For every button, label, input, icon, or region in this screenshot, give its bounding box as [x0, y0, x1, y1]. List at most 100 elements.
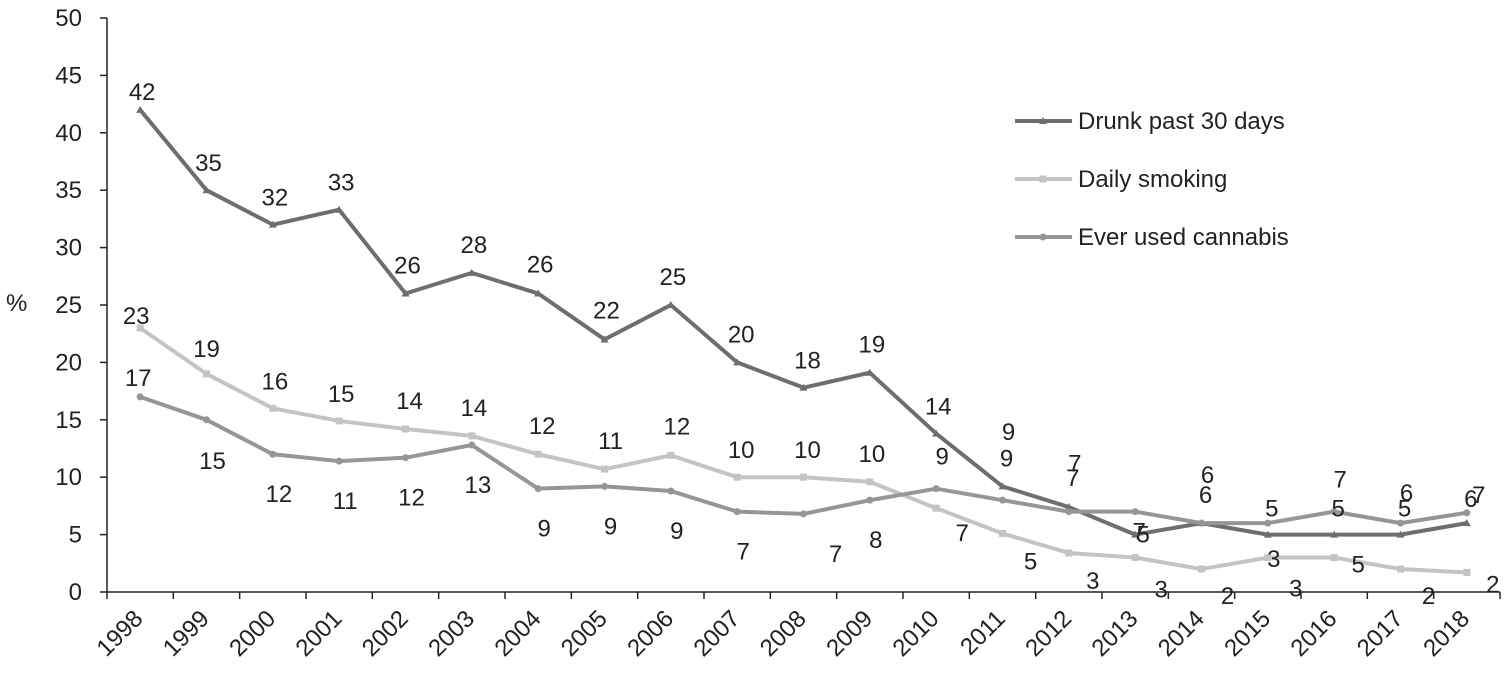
data-point: [1198, 565, 1205, 573]
data-label: 25: [659, 264, 686, 291]
data-label: 6: [1464, 486, 1477, 513]
x-tick-label: 2002: [357, 605, 414, 662]
x-tick-label: 2004: [490, 605, 547, 662]
data-label: 7: [1132, 519, 1145, 546]
x-tick-label: 2009: [821, 605, 878, 662]
data-label: 3: [1289, 576, 1302, 603]
data-label: 9: [537, 516, 550, 543]
data-label: 26: [527, 252, 554, 279]
data-label: 9: [935, 444, 948, 471]
data-label: 19: [193, 336, 220, 363]
data-point: [335, 417, 343, 425]
data-label: 9: [1002, 419, 1015, 446]
y-tick-label: 25: [55, 292, 82, 319]
x-tick-label: 2012: [1020, 605, 1077, 662]
data-label: 12: [398, 485, 425, 512]
data-point: [1039, 175, 1047, 183]
data-label: 16: [261, 368, 288, 395]
y-tick-label: 50: [55, 5, 82, 32]
data-point: [335, 205, 344, 213]
data-label: 33: [328, 170, 355, 197]
y-tick-label: 40: [55, 120, 82, 147]
data-label: 20: [728, 321, 755, 348]
data-point: [136, 393, 144, 401]
y-axis-title-group: %: [6, 290, 27, 317]
y-tick-label: 35: [55, 177, 82, 204]
data-label: 10: [858, 441, 885, 468]
data-point: [1263, 530, 1272, 538]
data-point: [203, 416, 210, 424]
data-label: 17: [125, 365, 152, 392]
data-label: 22: [593, 297, 620, 324]
y-axis-ticks: 0 5 10 15 20 25 30 35 40 45 50: [55, 5, 107, 606]
data-point: [402, 454, 409, 462]
data-label: 14: [460, 395, 487, 422]
data-label: 2: [1422, 583, 1435, 610]
data-label: 35: [195, 150, 222, 177]
data-point: [932, 429, 941, 437]
data-point: [800, 510, 807, 518]
data-label: 32: [261, 185, 288, 212]
legend-label: Ever used cannabis: [1078, 224, 1289, 251]
data-label: 23: [123, 303, 150, 330]
data-label: 3: [1154, 577, 1167, 604]
data-label: 12: [529, 413, 556, 440]
data-label: 3: [1267, 546, 1280, 573]
data-label: 28: [460, 232, 487, 259]
data-point: [1131, 554, 1139, 562]
data-point: [1396, 530, 1405, 538]
y-tick-label: 30: [55, 235, 82, 262]
data-point: [1397, 565, 1404, 573]
data-label: 5: [1024, 548, 1037, 575]
data-point: [999, 529, 1006, 537]
data-point: [1330, 554, 1338, 562]
legend-item: Daily smoking: [1015, 166, 1227, 193]
data-point: [1264, 519, 1272, 527]
data-label: 8: [869, 527, 882, 554]
x-tick-label: 2003: [423, 605, 480, 662]
x-tick-label: 2000: [224, 605, 281, 662]
data-point: [268, 220, 277, 228]
data-point: [1039, 117, 1047, 124]
data-label: 18: [794, 348, 821, 375]
data-point: [1330, 508, 1338, 516]
data-label: 7: [829, 541, 842, 568]
legend-item: Ever used cannabis: [1015, 224, 1289, 251]
data-label: 10: [728, 437, 755, 464]
data-point: [1463, 509, 1471, 517]
x-tick-label: 2013: [1087, 605, 1144, 662]
data-point: [666, 301, 675, 308]
data-point: [866, 478, 874, 486]
data-point: [1131, 530, 1140, 538]
data-point: [402, 425, 409, 433]
data-label: 5: [1398, 496, 1411, 523]
data-point: [136, 105, 145, 113]
data-point: [866, 496, 874, 504]
data-point: [932, 485, 940, 493]
data-label: 5: [1265, 496, 1278, 523]
data-point: [468, 432, 476, 440]
data-label: 26: [394, 253, 421, 280]
data-label: 13: [464, 472, 491, 499]
data-label: 12: [663, 413, 690, 440]
y-tick-label: 0: [69, 579, 82, 606]
axes: [106, 18, 1500, 593]
data-point: [998, 482, 1007, 490]
data-point: [1463, 568, 1471, 576]
data-point: [203, 370, 210, 378]
data-point: [733, 358, 742, 366]
x-tick-label: 2005: [556, 605, 613, 662]
data-point: [799, 383, 808, 391]
data-point: [1462, 519, 1471, 527]
data-point: [468, 441, 476, 449]
data-point: [1330, 530, 1339, 538]
data-point: [202, 186, 211, 194]
series-ever-used-cannabis: [136, 393, 1471, 527]
data-label: 14: [396, 388, 423, 415]
data-label: 7: [736, 539, 749, 566]
data-point: [1065, 549, 1073, 557]
x-tick-label: 1999: [158, 605, 215, 662]
data-point: [534, 450, 542, 458]
y-tick-label: 10: [55, 464, 82, 491]
